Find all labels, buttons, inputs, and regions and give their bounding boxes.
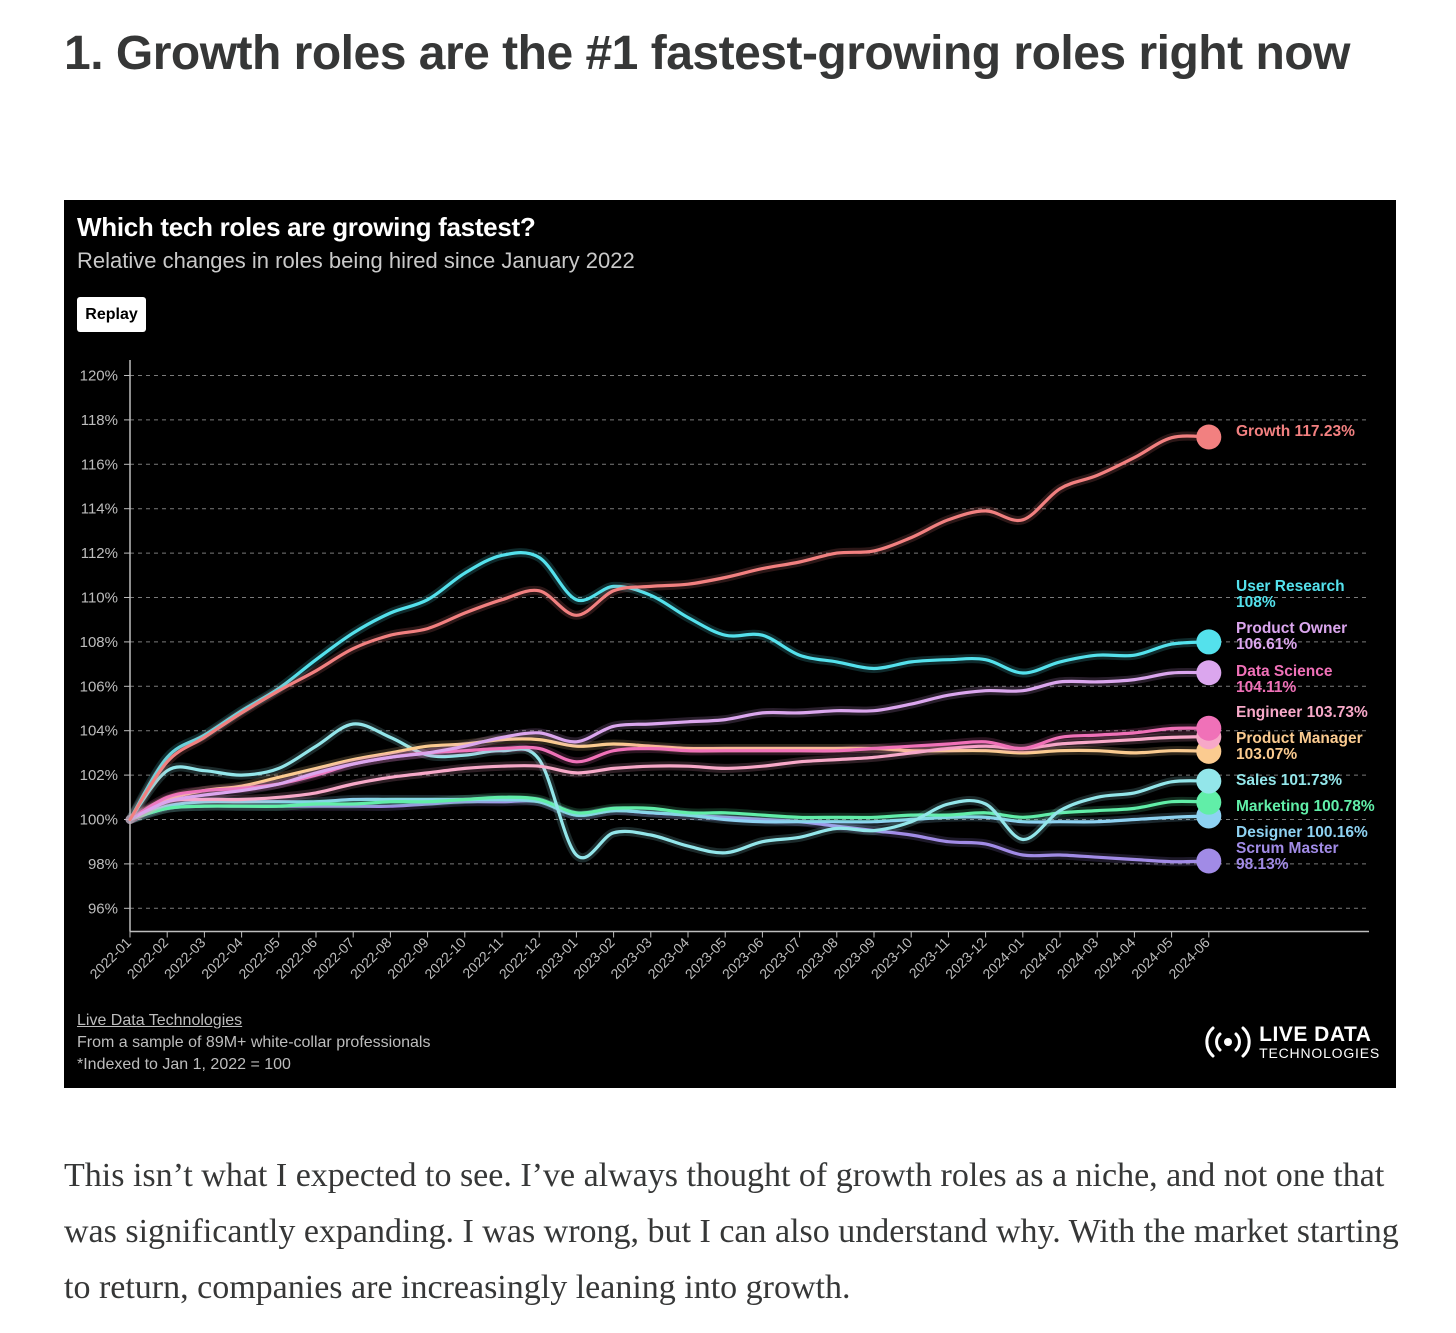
series-line-marketing — [128, 795, 1211, 822]
series-end-dot-sales — [1196, 768, 1222, 794]
series-end-label: Marketing 100.78% — [1236, 798, 1375, 815]
series-end-label: Data Science 104.11% — [1236, 663, 1333, 696]
series-line-user-research — [128, 551, 1211, 822]
series-end-label: Scrum Master 98.13% — [1236, 840, 1339, 873]
y-tick-label: 112% — [81, 545, 118, 562]
replay-button[interactable]: Replay — [77, 297, 146, 332]
series-line-data-science — [128, 726, 1211, 822]
series-end-dot-marketing — [1196, 789, 1222, 815]
x-tick-label: 2022-10 — [421, 934, 469, 982]
x-tick-label: 2023-10 — [868, 934, 916, 982]
broadcast-icon — [1205, 1026, 1251, 1058]
series-line-sales — [128, 722, 1211, 860]
y-tick-label: 96% — [88, 900, 118, 917]
chart-panel: 96% 98% 100% 102% 104% 106% 108% 110% 112% 114% 11… — [64, 200, 1396, 1088]
article-heading: 1. Growth roles are the #1 fastest-growi… — [64, 27, 1350, 80]
series-end-dot-user-research — [1196, 629, 1222, 655]
series-end-label: Growth 117.23% — [1236, 423, 1355, 440]
article-body: This isn’t what I expected to see. I’ve … — [64, 1157, 1399, 1306]
y-tick-label: 120% — [80, 368, 118, 385]
series-end-label: Product Manager 103.07% — [1236, 730, 1363, 763]
y-tick-label: 106% — [80, 678, 118, 695]
chart-subtitle: Relative changes in roles being hired si… — [77, 248, 635, 273]
source-link[interactable]: Live Data Technologies — [77, 1012, 243, 1029]
series-end-label: Engineer 103.73% — [1236, 704, 1368, 721]
series-end-dot-growth — [1196, 424, 1222, 450]
chart-title: Which tech roles are growing fastest? — [77, 212, 536, 242]
series-line-product-owner — [128, 670, 1211, 822]
series-end-label: Sales 101.73% — [1236, 772, 1342, 789]
series-end-dot-product-owner — [1196, 660, 1222, 686]
y-tick-label: 102% — [80, 767, 118, 784]
series-end-label: Product Owner 106.61% — [1236, 620, 1347, 653]
series-line-designer — [128, 797, 1211, 824]
series-end-label: User Research 108% — [1236, 578, 1345, 611]
x-tick-label: 2024-06 — [1165, 934, 1213, 982]
series-end-dot-scrum-master — [1196, 848, 1222, 874]
line-chart: 96% 98% 100% 102% 104% 106% 108% 110% 112% 114% 11… — [80, 360, 1375, 982]
y-tick-label: 104% — [80, 723, 118, 740]
y-tick-label: 98% — [88, 856, 118, 873]
series-end-label: Designer 100.16% — [1236, 824, 1368, 841]
series-end-dot-data-science — [1196, 715, 1222, 741]
y-tick-label: 108% — [80, 634, 118, 651]
series-line-growth — [128, 434, 1211, 822]
brand-name: LIVE DATA — [1259, 1023, 1372, 1046]
brand-subname: TECHNOLOGIES — [1259, 1045, 1380, 1061]
y-tick-label: 116% — [81, 456, 118, 473]
y-tick-label: 100% — [80, 812, 118, 829]
y-tick-label: 114% — [81, 501, 118, 518]
brand-logo: LIVE DATA TECHNOLOGIES — [1205, 1022, 1380, 1062]
series-line-product-manager — [128, 737, 1211, 822]
y-tick-label: 110% — [81, 590, 118, 607]
y-tick-label: 118% — [81, 412, 118, 429]
footnote-index: *Indexed to Jan 1, 2022 = 100 — [77, 1056, 291, 1073]
footnote-sample: From a sample of 89M+ white-collar profe… — [77, 1034, 431, 1051]
